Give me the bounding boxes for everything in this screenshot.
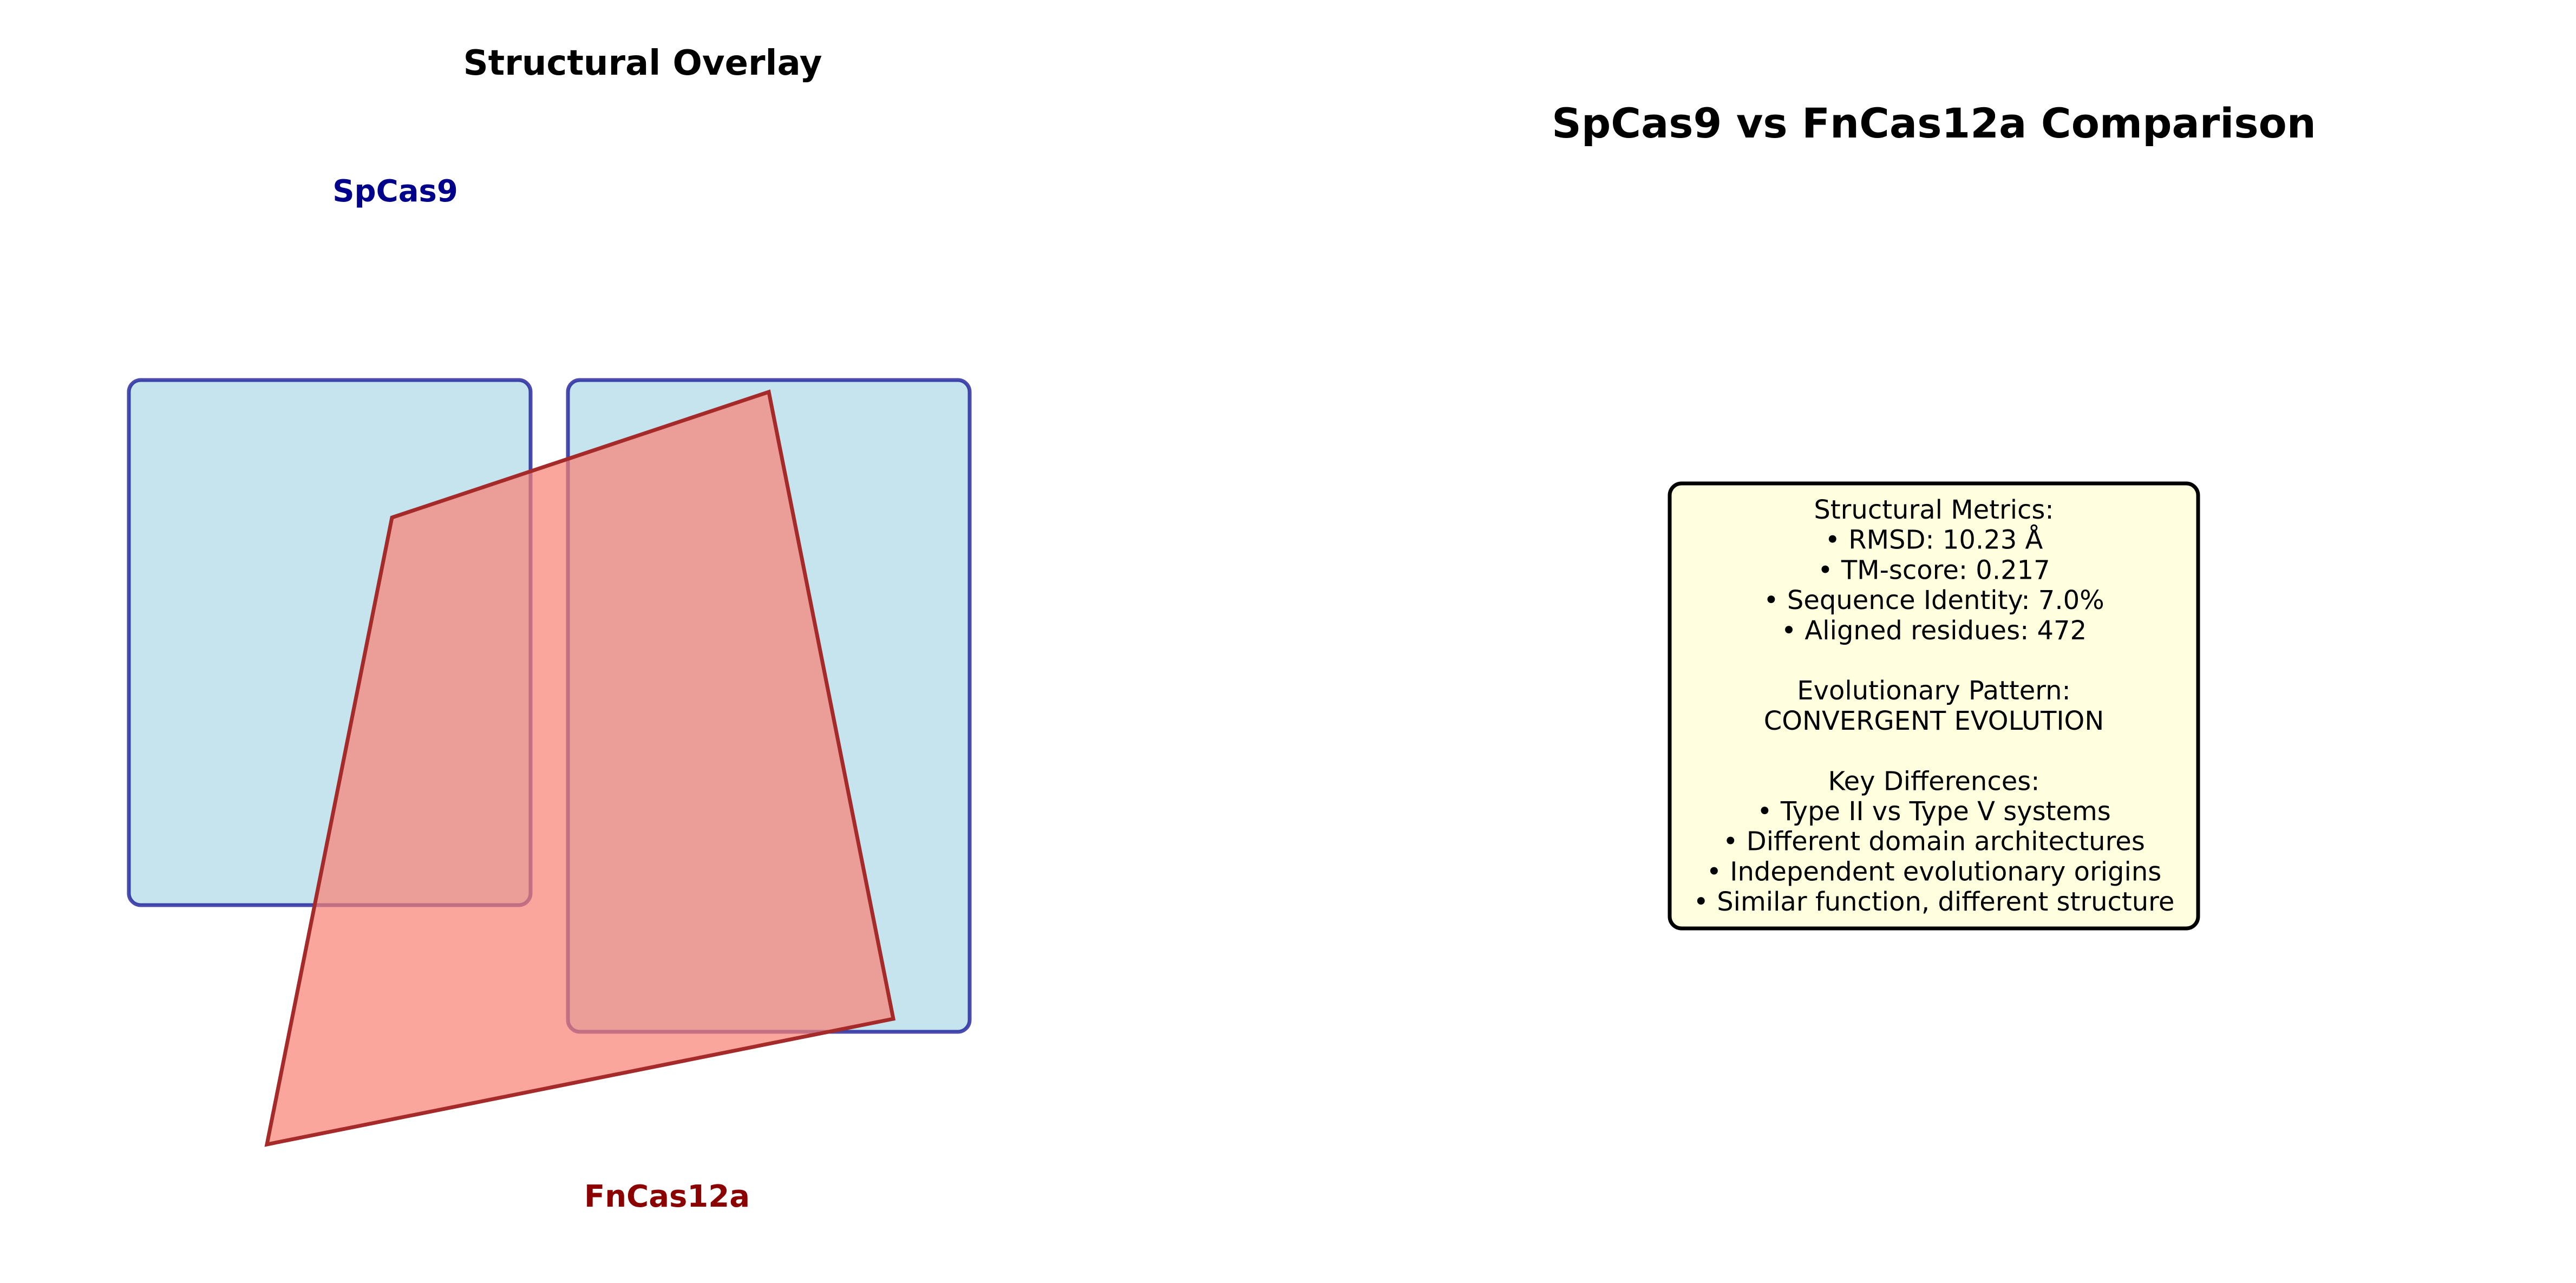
metrics-line: Evolutionary Pattern: [1797, 676, 2070, 706]
metrics-line: • RMSD: 10.23 Å [1825, 525, 2043, 555]
metrics-line: Key Differences: [1828, 766, 2040, 796]
fncas12a-label: FnCas12a [584, 1179, 750, 1214]
comparison-panel: SpCas9 vs FnCas12a Comparison Structural… [1552, 99, 2316, 931]
metrics-line: • Aligned residues: 472 [1781, 616, 2087, 646]
metrics-box [1668, 481, 2200, 931]
metrics-line: • Sequence Identity: 7.0% [1763, 585, 2104, 616]
structural-overlay-panel: Structural Overlay SpCas9 FnCas12a [127, 43, 972, 1214]
metrics-line: • Independent evolutionary origins [1707, 856, 2162, 887]
metrics-text-block: Structural Metrics:• RMSD: 10.23 Å• TM-s… [1694, 495, 2175, 917]
metrics-line: • Similar function, different structure [1694, 887, 2175, 917]
comparison-panel-title: SpCas9 vs FnCas12a Comparison [1552, 99, 2316, 147]
metrics-line: • TM-score: 0.217 [1817, 555, 2050, 585]
metrics-line: • Different domain architectures [1723, 827, 2145, 857]
metrics-line: • Type II vs Type V systems [1757, 796, 2110, 827]
metrics-line: Structural Metrics: [1814, 495, 2054, 525]
spcas9-label: SpCas9 [332, 174, 458, 209]
metrics-line: CONVERGENT EVOLUTION [1764, 706, 2104, 736]
overlay-panel-title: Structural Overlay [463, 43, 822, 83]
fncas12a-structure-shape [264, 389, 896, 1147]
